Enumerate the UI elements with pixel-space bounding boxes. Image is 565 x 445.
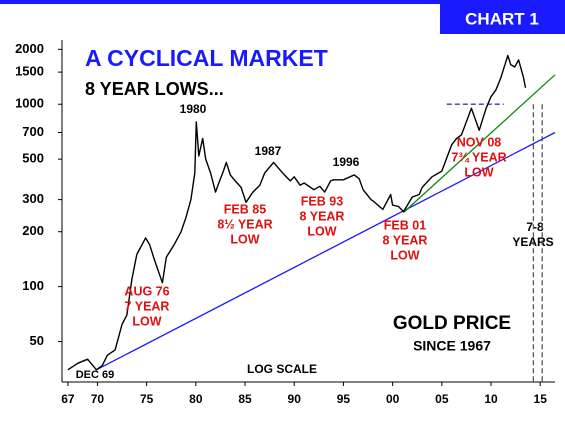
low-label: 8½ YEAR [217, 217, 272, 231]
x-tick-label: 85 [238, 392, 252, 406]
y-tick-label: 700 [22, 124, 44, 139]
low-label: 8 YEAR [300, 209, 345, 223]
low-label: AUG 76 [124, 284, 169, 298]
badge-box [440, 4, 565, 34]
peak-label: 1996 [333, 155, 360, 169]
trend-line [403, 74, 556, 213]
x-tick-label: 15 [534, 392, 548, 406]
legend-title: GOLD PRICE [393, 313, 511, 334]
legend-subtitle: SINCE 1967 [413, 338, 491, 354]
y-tick-label: 300 [22, 191, 44, 206]
x-tick-label: 90 [288, 392, 302, 406]
x-tick-label: 95 [337, 392, 351, 406]
y-tick-label: 500 [22, 151, 44, 166]
low-label: LOW [132, 314, 161, 328]
low-label: 7¾ YEAR [451, 150, 506, 164]
low-label: 8 YEAR [383, 233, 428, 247]
y-tick-label: 200 [22, 223, 44, 238]
low-label: LOW [390, 248, 419, 262]
x-tick-label: 75 [140, 392, 154, 406]
y-tick-label: 1000 [15, 96, 44, 111]
top-rule [0, 0, 565, 4]
x-tick-label: 00 [386, 392, 400, 406]
low-label: FEB 01 [384, 218, 426, 232]
scale-note: LOG SCALE [247, 362, 317, 376]
low-label: 7 YEAR [125, 299, 170, 313]
y-tick-label: 50 [30, 333, 44, 348]
badge: CHART 1 [465, 9, 539, 28]
y-tick-label: 2000 [15, 41, 44, 56]
x-tick-label: 70 [91, 392, 105, 406]
price-line [67, 54, 527, 371]
x-tick-label: 10 [484, 392, 498, 406]
y-tick-label: 100 [22, 278, 44, 293]
low-label: LOW [307, 224, 336, 238]
low-label: FEB 85 [224, 202, 266, 216]
peak-label: 1980 [180, 102, 207, 116]
chart-subtitle: 8 YEAR LOWS... [85, 79, 224, 99]
low-label: LOW [230, 232, 259, 246]
trend-line [96, 131, 556, 371]
low-label: LOW [464, 165, 493, 179]
x-tick-label: 80 [189, 392, 203, 406]
cycle-note: 7-8 [526, 220, 544, 234]
y-tick-label: 1500 [15, 64, 44, 79]
start-label: DEC 69 [76, 369, 115, 381]
peak-label: 1987 [255, 144, 282, 158]
x-tick-label: 67 [61, 392, 75, 406]
low-label: NOV 08 [457, 135, 502, 149]
low-label: FEB 93 [301, 194, 343, 208]
x-tick-label: 05 [435, 392, 449, 406]
chart-title: A CYCLICAL MARKET [85, 45, 328, 71]
